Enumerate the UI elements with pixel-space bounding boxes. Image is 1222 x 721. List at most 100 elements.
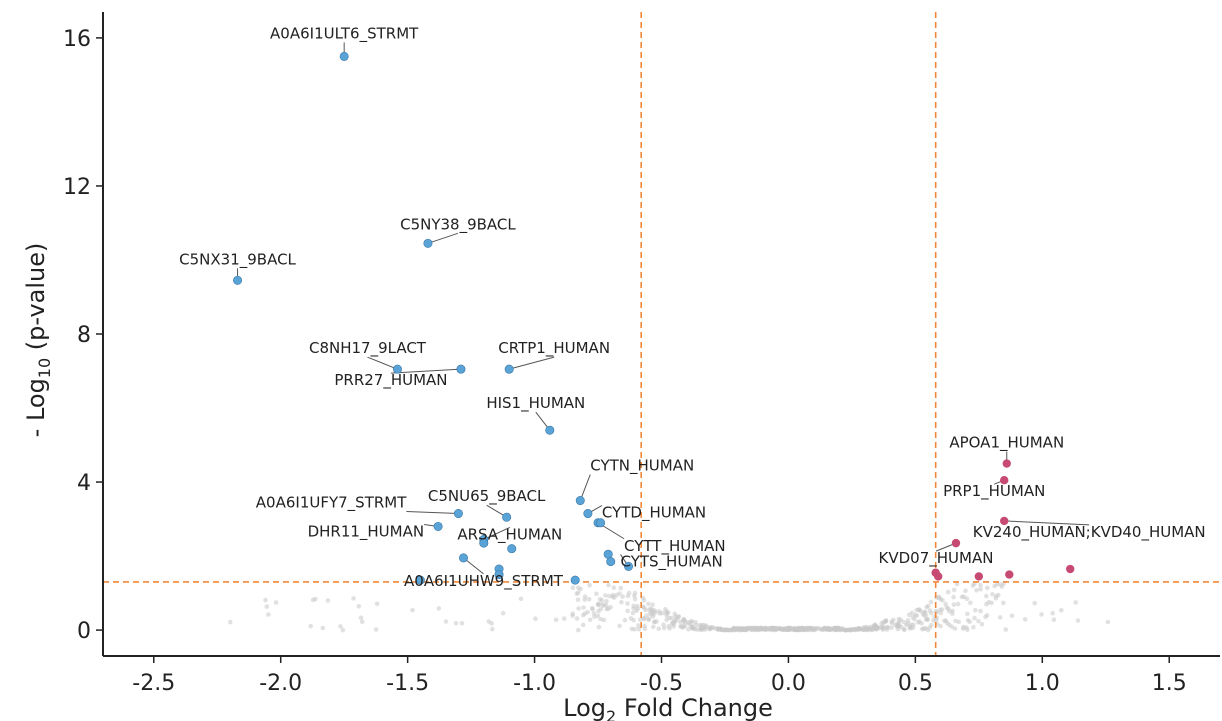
ns-point (664, 613, 669, 618)
ns-point (832, 627, 838, 633)
ns-point (922, 609, 927, 615)
ns-point (228, 619, 233, 625)
y-tick-label: 12 (63, 175, 91, 200)
ns-point (989, 600, 994, 606)
ns-point (581, 605, 586, 610)
downregulated-point (570, 575, 580, 585)
ns-point (688, 619, 694, 624)
ns-point (928, 599, 934, 605)
y-axis-title: - Log10 (p-value) (22, 243, 54, 438)
point-label-up: APOA1_HUMAN (949, 434, 1064, 453)
ns-point (650, 607, 655, 613)
ns-point (938, 623, 943, 629)
ns-point (854, 626, 860, 632)
leader-line (1004, 520, 1090, 526)
ns-point (489, 621, 494, 626)
ns-point (972, 615, 977, 621)
ns-point (993, 596, 999, 601)
ns-point (959, 594, 965, 600)
ns-point (630, 610, 636, 616)
ns-point (561, 616, 567, 621)
ns-point (500, 610, 506, 616)
point-label-up: KV240_HUMAN;KVD40_HUMAN (973, 523, 1206, 542)
ns-point (885, 624, 891, 630)
point-label-down: A0A6I1UHW9_STRMT (404, 572, 564, 591)
ns-point (912, 612, 918, 618)
ns-point (843, 627, 849, 633)
leader-line (390, 368, 461, 374)
ns-point (973, 607, 978, 613)
ns-point (864, 624, 869, 630)
ns-point (964, 625, 969, 630)
point-label-down: C5NY38_9BACL (400, 215, 516, 234)
ns-point (812, 626, 817, 632)
ns-point (263, 597, 268, 603)
ns-point (631, 603, 636, 609)
ns-point (320, 625, 326, 631)
ns-point (956, 619, 962, 625)
ns-point (574, 616, 580, 621)
ns-point (919, 626, 925, 632)
ns-point (580, 622, 586, 628)
downregulated-point (479, 538, 489, 548)
ns-point (591, 611, 597, 616)
ns-point (978, 608, 983, 614)
downregulated-point (494, 570, 504, 580)
ns-point (970, 583, 976, 588)
ns-point (759, 625, 764, 631)
ns-point (642, 623, 647, 629)
ns-point (373, 627, 379, 632)
ns-point (971, 624, 976, 630)
ns-point (587, 583, 592, 588)
ns-point (651, 624, 656, 630)
point-label-down: HIS1_HUMAN (486, 394, 585, 413)
ns-point (308, 623, 314, 629)
ns-point (997, 615, 1003, 620)
ns-point (984, 601, 989, 607)
ns-point (1009, 613, 1015, 618)
ns-point (895, 626, 901, 632)
point-label-down: A0A6I1UFY7_STRMT (256, 494, 407, 513)
ns-point (625, 608, 630, 614)
x-tick-label: -0.5 (640, 671, 683, 696)
ns-point (632, 627, 637, 632)
ns-point (1105, 619, 1111, 625)
point-label-down: C5NU65_9BACL (428, 487, 546, 506)
ns-point (410, 607, 415, 613)
ns-point (791, 627, 796, 632)
ns-point (618, 585, 623, 591)
ns-point (974, 588, 979, 593)
ns-point (614, 592, 619, 598)
ns-point (893, 622, 898, 628)
ns-point (264, 604, 270, 609)
ns-point (596, 624, 602, 630)
ns-point (1050, 610, 1055, 616)
ns-point (985, 585, 990, 591)
ns-point (766, 626, 771, 631)
ns-point (622, 617, 628, 623)
ns-point (874, 626, 880, 631)
ns-point (490, 626, 495, 632)
ns-point (905, 618, 911, 623)
downregulated-point (458, 553, 468, 563)
downregulated-point (456, 364, 466, 374)
leader-line (483, 526, 511, 540)
ns-point (656, 626, 661, 632)
ns-point (883, 619, 889, 624)
ns-point (934, 618, 939, 623)
ns-point (983, 614, 988, 620)
point-label-down: CYTN_HUMAN (590, 457, 694, 476)
ns-point (735, 626, 741, 631)
ns-point (976, 618, 981, 624)
ns-point (688, 623, 694, 629)
ns-point (755, 625, 760, 631)
ns-point (533, 616, 538, 621)
ns-point (771, 626, 777, 631)
upregulated-point (951, 538, 961, 548)
ns-point (636, 623, 641, 628)
x-axis-title: Log2 Fold Change (563, 694, 773, 721)
downregulated-point (583, 509, 593, 519)
ns-point (575, 597, 581, 603)
ns-point (879, 625, 884, 630)
